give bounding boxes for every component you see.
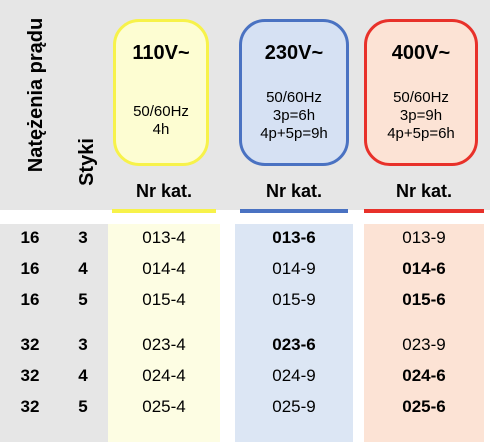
catalog-number-header-230v: Nr kat. <box>265 181 323 201</box>
catalog-230v-cell: 025-9 <box>272 397 316 416</box>
column-110v-background <box>108 224 220 442</box>
catalog-400v-cell: 014-6 <box>402 259 446 278</box>
amperage-cell: 16 <box>20 290 40 309</box>
contacts-cell: 4 <box>78 259 88 278</box>
underline-230v <box>240 209 348 213</box>
catalog-230v-cell: 023-6 <box>272 335 316 354</box>
catalog-number-header-400v: Nr kat. <box>395 181 453 201</box>
catalog-230v-cell: 014-9 <box>272 259 316 278</box>
voltage-spec: 50/60Hz <box>393 89 449 106</box>
catalog-110v-cell: 013-4 <box>142 228 186 247</box>
voltage-box-400v: 400V~ 50/60Hz 3p=9h 4p+5p=6h <box>364 19 478 166</box>
catalog-110v-cell: 023-4 <box>142 335 186 354</box>
voltage-spec: 50/60Hz <box>266 89 322 106</box>
catalog-230v-cell: 024-9 <box>272 366 316 385</box>
catalog-number-header-110v: Nr kat. <box>135 181 193 201</box>
voltage-spec: 3p=6h <box>272 107 316 124</box>
catalog-400v-cell: 015-6 <box>402 290 446 309</box>
contacts-cell: 5 <box>78 290 88 309</box>
catalog-110v-cell: 014-4 <box>142 259 186 278</box>
voltage-box-230v: 230V~ 50/60Hz 3p=6h 4p+5p=9h <box>239 19 349 166</box>
voltage-title: 110V~ <box>132 42 190 64</box>
catalog-110v-cell: 015-4 <box>142 290 186 309</box>
left-band-body <box>0 224 108 442</box>
amperage-cell: 16 <box>20 228 40 247</box>
current-header: Natężenia prądu <box>25 17 47 173</box>
catalog-110v-cell: 025-4 <box>142 397 186 416</box>
underline-400v <box>364 209 484 213</box>
amperage-cell: 16 <box>20 259 40 278</box>
catalog-400v-cell: 025-6 <box>402 397 446 416</box>
contacts-cell: 3 <box>78 228 88 247</box>
voltage-spec: 4p+5p=9h <box>260 125 328 142</box>
voltage-title: 400V~ <box>391 42 451 64</box>
amperage-cell: 32 <box>20 366 40 385</box>
voltage-spec: 50/60Hz <box>133 103 189 120</box>
underline-110v <box>112 209 216 213</box>
catalog-400v-cell: 013-9 <box>402 228 446 247</box>
voltage-box-110v: 110V~ 50/60Hz 4h <box>113 19 209 166</box>
amperage-cell: 32 <box>20 397 40 416</box>
catalog-230v-cell: 015-9 <box>272 290 316 309</box>
amperage-cell: 32 <box>20 335 40 354</box>
contacts-header: Styki <box>76 138 98 186</box>
catalog-400v-cell: 024-6 <box>402 366 446 385</box>
voltage-title: 230V~ <box>264 42 324 64</box>
voltage-spec: 4h <box>152 121 170 138</box>
voltage-spec: 3p=9h <box>399 107 443 124</box>
voltage-spec: 4p+5p=6h <box>387 125 455 142</box>
catalog-230v-cell: 013-6 <box>272 228 316 247</box>
catalog-400v-cell: 023-9 <box>402 335 446 354</box>
catalog-110v-cell: 024-4 <box>142 366 186 385</box>
column-400v-background <box>364 224 484 442</box>
header-gap <box>0 210 490 224</box>
contacts-cell: 3 <box>78 335 88 354</box>
contacts-cell: 5 <box>78 397 88 416</box>
contacts-cell: 4 <box>78 366 88 385</box>
column-230v-background <box>235 224 353 442</box>
